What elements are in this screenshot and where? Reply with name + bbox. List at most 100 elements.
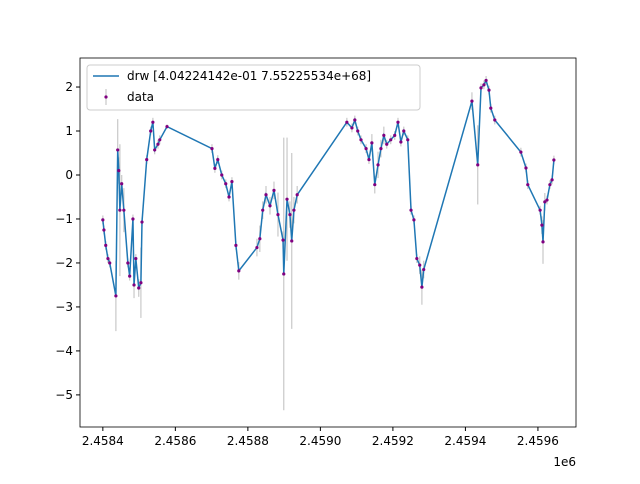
data-point [370, 141, 374, 145]
data-point [132, 283, 136, 287]
data-point [526, 183, 530, 187]
data-point [519, 150, 523, 154]
data-point [288, 212, 292, 217]
data-point [540, 223, 544, 227]
data-point [137, 286, 141, 290]
data-point [376, 163, 380, 167]
data-point [140, 220, 144, 224]
data-point [268, 204, 272, 208]
data-point [543, 200, 547, 204]
data-point [353, 118, 357, 122]
y-tick-label: −4 [55, 344, 73, 358]
y-tick-label: 0 [65, 168, 73, 182]
legend-marker [104, 95, 108, 99]
data-point [290, 239, 294, 243]
y-tick-label: 1 [65, 124, 73, 138]
data-point [120, 182, 124, 186]
data-point [116, 148, 120, 152]
data-point [295, 193, 299, 197]
data-point [220, 173, 224, 177]
data-point [406, 138, 410, 142]
legend-label: data [127, 90, 154, 104]
data-point [272, 188, 276, 192]
data-point [101, 218, 105, 222]
data-point [213, 166, 217, 170]
data-point [470, 99, 474, 103]
data-point [149, 129, 153, 133]
data-point [373, 183, 377, 187]
data-point [151, 120, 155, 124]
data-point [106, 256, 110, 261]
data-point [122, 208, 126, 212]
data-point [382, 133, 386, 138]
data-point [292, 208, 296, 212]
data-point [156, 142, 160, 146]
data-point [131, 217, 135, 221]
data-point [379, 147, 383, 151]
data-point [422, 267, 426, 272]
x-tick-label: 2.4596 [517, 434, 559, 448]
data-point [281, 238, 285, 242]
data-point [285, 197, 289, 201]
data-point [158, 138, 162, 142]
data-point [412, 218, 416, 222]
data-point [145, 157, 149, 162]
data-point [139, 281, 143, 285]
data-point [552, 158, 556, 162]
y-tick-label: −2 [55, 256, 73, 270]
data-point [476, 163, 480, 167]
data-point [261, 208, 265, 212]
data-point [548, 183, 552, 187]
data-point [126, 261, 130, 265]
data-point [541, 240, 545, 244]
data-point [409, 208, 413, 212]
data-point [134, 256, 138, 261]
data-point [482, 83, 486, 87]
data-point [350, 126, 354, 130]
y-tick-label: −1 [55, 212, 73, 226]
y-tick-label: 2 [65, 80, 73, 94]
x-offset-label: 1e6 [553, 455, 576, 469]
data-point [104, 243, 108, 247]
data-point [385, 142, 389, 146]
data-point [538, 208, 542, 212]
data-point [356, 129, 360, 133]
data-point [396, 120, 400, 124]
x-tick-label: 2.4592 [372, 434, 414, 448]
data-point [117, 168, 121, 173]
data-point [114, 294, 118, 298]
data-point [237, 269, 241, 273]
data-point [224, 182, 228, 186]
data-point [393, 133, 397, 138]
x-tick-label: 2.4586 [154, 434, 196, 448]
legend-label: drw [4.04224142e-01 7.55225534e+68] [127, 69, 371, 83]
data-point [479, 86, 483, 90]
data-point [359, 138, 363, 142]
data-point [128, 274, 132, 278]
data-point [227, 195, 231, 199]
data-point [118, 208, 122, 212]
data-point [399, 140, 403, 144]
y-tick-label: −5 [55, 388, 73, 402]
x-tick-label: 2.4584 [82, 434, 124, 448]
data-point [389, 138, 393, 142]
data-point [216, 157, 220, 162]
data-point [550, 178, 554, 182]
data-point [415, 256, 419, 261]
x-tick-label: 2.4588 [227, 434, 269, 448]
data-point [418, 263, 422, 267]
data-point [276, 212, 280, 217]
data-point [234, 243, 238, 247]
data-point [230, 179, 234, 184]
axes-frame [79, 57, 577, 428]
data-point [545, 198, 549, 202]
data-point [364, 147, 368, 151]
legend-box [86, 64, 421, 111]
data-point [367, 157, 371, 162]
data-point [282, 272, 286, 276]
data-point [524, 166, 528, 170]
data-point [264, 193, 268, 197]
plot-area [80, 58, 576, 427]
data-point [484, 78, 488, 83]
